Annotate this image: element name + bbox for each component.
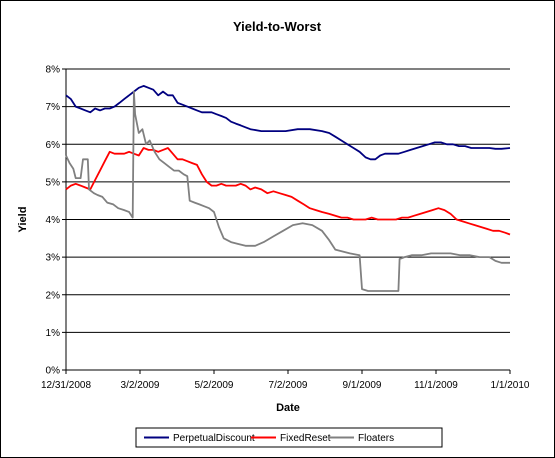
y-tick-labels: 0% 1% 2% 3% 4% 5% 6% 7% 8% <box>46 65 61 377</box>
x-tick-label: 3/2/2009 <box>121 380 160 391</box>
legend-label-floaters: Floaters <box>358 433 394 444</box>
y-axis-title: Yield <box>17 207 29 233</box>
y-tick-label: 5% <box>46 177 61 188</box>
chart-title: Yield-to-Worst <box>233 19 322 34</box>
series-line-fixedreset <box>65 147 511 236</box>
x-tick-label: 7/2/2009 <box>269 380 308 391</box>
y-tick-label: 3% <box>46 253 61 264</box>
series-line-perpetualdiscount <box>65 85 511 161</box>
series-line-floaters <box>65 90 510 292</box>
y-tick-label: 0% <box>46 366 61 377</box>
series-lines <box>65 85 511 292</box>
legend-label-fixedreset: FixedReset <box>280 433 331 444</box>
legend: PerpetualDiscount FixedReset Floaters <box>144 433 394 444</box>
y-tick-label: 4% <box>46 215 61 226</box>
axes <box>65 69 511 374</box>
x-tick-labels: 12/31/2008 3/2/2009 5/2/2009 7/2/2009 9/1/20… <box>41 380 530 391</box>
gridlines <box>62 68 510 371</box>
x-tick-label: 11/1/2009 <box>414 380 458 391</box>
y-tick-label: 8% <box>46 65 61 76</box>
y-tick-label: 7% <box>46 102 61 113</box>
x-tick-label: 12/31/2008 <box>41 380 91 391</box>
x-tick-label: 1/1/2010 <box>491 380 530 391</box>
y-tick-label: 1% <box>46 328 61 339</box>
y-tick-label: 6% <box>46 140 61 151</box>
x-tick-label: 5/2/2009 <box>195 380 234 391</box>
x-axis-title: Date <box>276 402 300 414</box>
y-tick-label: 2% <box>46 290 61 301</box>
legend-label-perpetualdiscount: PerpetualDiscount <box>173 433 255 444</box>
x-tick-label: 9/1/2009 <box>343 380 382 391</box>
legend-box <box>135 427 443 448</box>
